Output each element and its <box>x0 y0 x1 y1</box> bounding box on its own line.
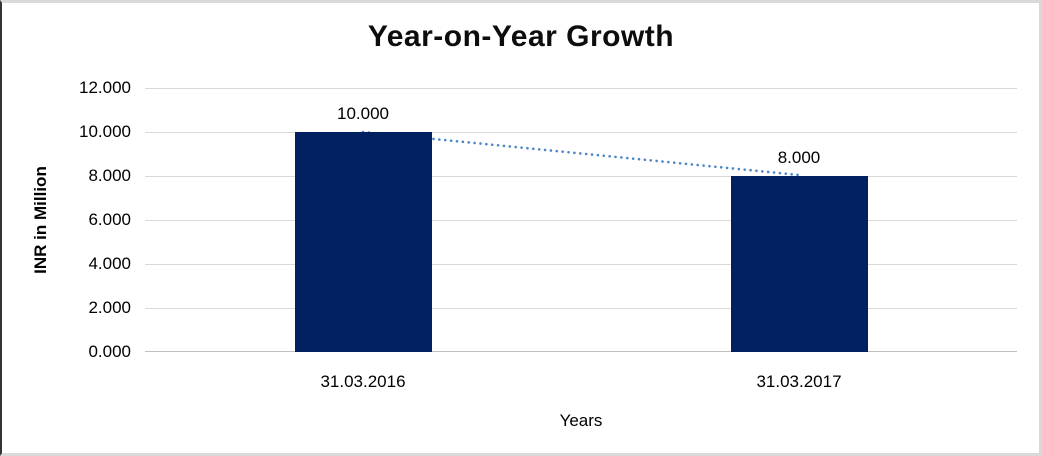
data-label: 8.000 <box>777 148 821 167</box>
gridline <box>145 220 1017 221</box>
trendline-segment <box>361 130 801 177</box>
y-tick-label: 0.000 <box>88 342 131 361</box>
bar <box>730 176 868 352</box>
y-tick-label: 2.000 <box>88 298 131 317</box>
y-tick-label: 6.000 <box>88 210 131 229</box>
y-axis-labels: 0.000 2.000 4.000 6.000 8.000 10.000 12.000 <box>0 79 131 361</box>
y-tick-label: 12.000 <box>79 78 131 97</box>
y-tick-label: 4.000 <box>88 254 131 273</box>
gridline <box>145 88 1017 89</box>
gridline <box>145 308 1017 309</box>
plot-area: 10.000 8.000 <box>145 88 1017 352</box>
x-tick-label: 31.03.2016 <box>320 372 406 391</box>
bar <box>294 132 432 352</box>
x-axis-labels: 31.03.2016 31.03.2017 <box>145 372 1017 392</box>
data-label: 10.000 <box>337 104 389 123</box>
gridline <box>145 264 1017 265</box>
y-tick-label: 10.000 <box>79 122 131 141</box>
gridline <box>145 176 1017 177</box>
gridline <box>145 132 1017 133</box>
x-axis-line <box>145 351 1017 352</box>
chart-title: Year-on-Year Growth <box>367 20 675 53</box>
y-tick-label: 8.000 <box>88 166 131 185</box>
x-axis-title: Years <box>559 411 603 430</box>
x-tick-label: 31.03.2017 <box>756 372 842 391</box>
trendline <box>361 130 801 177</box>
